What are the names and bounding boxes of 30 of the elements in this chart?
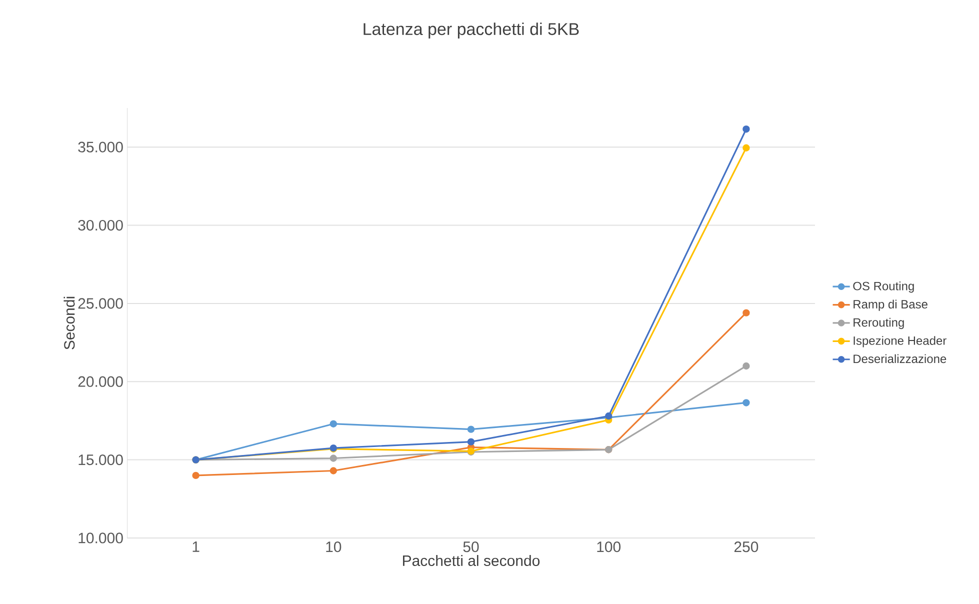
- point: [742, 362, 750, 370]
- point: [467, 438, 475, 446]
- point: [742, 309, 750, 316]
- y-tick-label: 30.000: [78, 220, 123, 231]
- point: [330, 454, 338, 462]
- x-tick-label: 1: [192, 542, 200, 552]
- y-axis-title: Secondi: [64, 296, 75, 350]
- x-tick-label: 250: [734, 542, 758, 552]
- x-tick-label: 100: [597, 542, 621, 552]
- legend-label: Deserializzazione: [854, 354, 946, 364]
- point: [742, 399, 750, 406]
- point: [742, 125, 750, 133]
- y-tick-label: 20.000: [78, 376, 123, 387]
- legend-label: Rerouting: [854, 318, 904, 330]
- chart-title: Latenza per pacchetti di 5KB: [364, 22, 579, 38]
- point: [330, 467, 338, 474]
- legend-label: Ramp di Base: [854, 300, 928, 311]
- point: [467, 426, 475, 433]
- x-tick-label: 50: [463, 542, 479, 552]
- y-tick-label: 10.000: [78, 532, 123, 544]
- point: [742, 144, 750, 152]
- point: [192, 472, 200, 480]
- legend-label: OS Routing: [853, 282, 914, 293]
- y-tick-label: 15.000: [78, 454, 123, 466]
- y-tick-label: 25.000: [78, 298, 123, 309]
- x-axis-title: Pacchetti al secondo: [403, 555, 540, 566]
- point: [330, 420, 338, 428]
- legend-label: Ispezione Header: [854, 336, 946, 348]
- x-tick-label: 10: [326, 542, 342, 552]
- y-tick-label: 35.000: [78, 142, 123, 152]
